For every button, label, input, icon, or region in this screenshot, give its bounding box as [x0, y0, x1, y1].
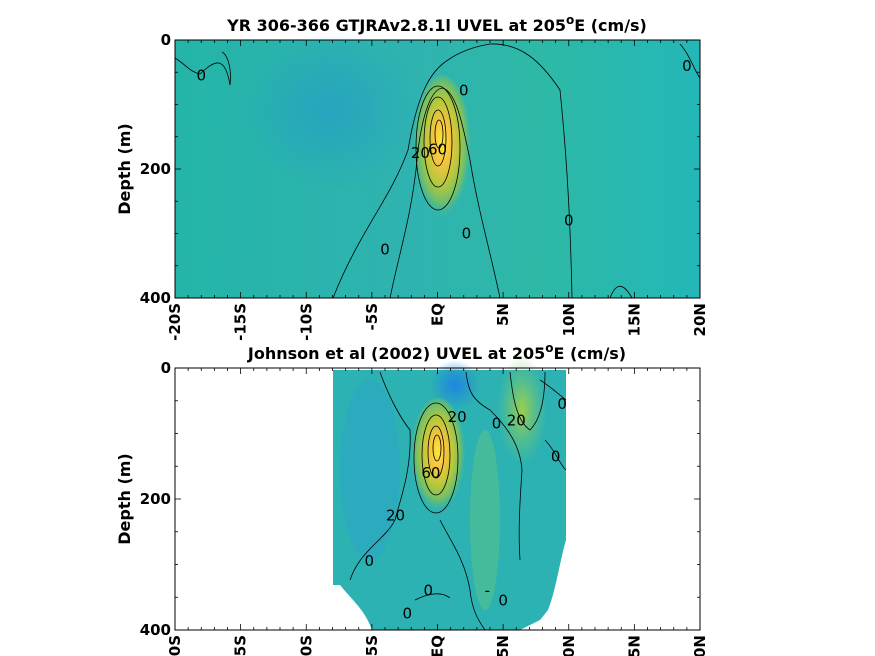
- contour-label: 0: [424, 582, 434, 600]
- chart-panel-gtjra: YR 306-366 GTJRAv2.8.1l UVEL at 205oE (c…: [115, 13, 709, 341]
- y-axis-label: Depth (m): [115, 453, 134, 545]
- westward-flank: [340, 380, 400, 560]
- contour-label: 20: [411, 144, 430, 162]
- x-tick-label: EQ: [429, 303, 447, 326]
- y-axis-label: Depth (m): [115, 123, 134, 215]
- contour-zero: [609, 285, 633, 299]
- contour-60: [429, 109, 447, 167]
- x-tick-label: 5N: [494, 303, 512, 326]
- x-tick-label: 20N: [691, 303, 709, 336]
- contour-label: 0: [380, 241, 390, 259]
- x-tick-label: -5S: [363, 635, 381, 656]
- contour-label: 0: [196, 66, 206, 84]
- contour-zero: [332, 43, 573, 299]
- x-tick-label: -5S: [363, 303, 381, 330]
- x-tick-label: 15N: [625, 635, 643, 656]
- chart-title: YR 306-366 GTJRAv2.8.1l UVEL at 205oE (c…: [226, 13, 647, 35]
- x-tick-label: -20S: [166, 635, 184, 656]
- contour-label: 0: [498, 592, 508, 610]
- chart-title: Johnson et al (2002) UVEL at 205oE (cm/s…: [247, 341, 626, 363]
- contour-label: 20: [386, 506, 405, 524]
- y-tick-label: 0: [161, 31, 171, 49]
- contour-label: 20: [448, 408, 467, 426]
- x-tick-label: 20N: [691, 635, 709, 656]
- contour-label: 0: [492, 415, 502, 433]
- contour-label: 0: [564, 212, 574, 230]
- contour-label: 60: [421, 464, 440, 482]
- y-tick-label: 0: [161, 359, 171, 377]
- x-tick-label: 10N: [560, 303, 578, 336]
- deep-eastward-band: [470, 430, 500, 610]
- x-tick-label: -10S: [297, 635, 315, 656]
- contour-zero: [539, 379, 567, 401]
- contour-40: [423, 96, 453, 188]
- undercurrent-core: [410, 398, 466, 518]
- contour-zero: [544, 439, 567, 471]
- eastward-branch: [497, 355, 547, 465]
- contour-zero: [679, 43, 701, 79]
- x-tick-label: 5N: [494, 635, 512, 656]
- chart-panel-johnson: Johnson et al (2002) UVEL at 205oE (cm/s…: [115, 341, 709, 656]
- westward-surface-jet: [430, 360, 480, 410]
- contour-zero: [349, 371, 411, 581]
- contour-80: [432, 434, 442, 462]
- x-axis: -20S -15S -10S -5S EQ 5N 10N 15N 20N: [166, 368, 709, 656]
- undercurrent-core: [412, 75, 472, 225]
- contour-label: -: [485, 582, 490, 600]
- y-tick-label: 200: [140, 160, 171, 178]
- contour-label: 20: [507, 411, 526, 429]
- x-axis: -20S -15S -10S -5S EQ 5N 10N 15N 20N: [166, 40, 709, 341]
- contour-zero: [389, 87, 501, 299]
- x-tick-label: 10N: [560, 635, 578, 656]
- x-tick-label: -15S: [232, 303, 250, 341]
- contour-zero: [439, 519, 486, 631]
- contour-label: 0: [557, 395, 567, 413]
- x-tick-label: EQ: [429, 635, 447, 656]
- contour-zero: [174, 51, 231, 86]
- x-tick-label: -10S: [297, 303, 315, 341]
- contour-label: 60: [428, 141, 447, 159]
- contour-60: [427, 425, 445, 479]
- contour-label: 0: [682, 57, 692, 75]
- contour-label: 0: [403, 605, 413, 623]
- x-tick-label: 15N: [625, 303, 643, 336]
- contour-20: [415, 85, 461, 211]
- contour-zero: [465, 371, 523, 561]
- weak-westward-band: [240, 30, 420, 190]
- y-tick-label: 400: [140, 621, 171, 639]
- contour-label: 0: [364, 552, 374, 570]
- x-tick-label: -20S: [166, 303, 184, 341]
- contour-40: [421, 414, 451, 496]
- contour-20: [413, 402, 459, 514]
- contour-label: 0: [459, 81, 469, 99]
- contour-80: [434, 119, 444, 149]
- contour-zero: [414, 593, 451, 601]
- contour-20: [509, 371, 546, 431]
- contour-label: 0: [462, 225, 472, 243]
- y-tick-label: 200: [140, 490, 171, 508]
- y-tick-label: 400: [140, 289, 171, 307]
- x-tick-label: -15S: [232, 635, 250, 656]
- contour-label: 0: [551, 447, 561, 465]
